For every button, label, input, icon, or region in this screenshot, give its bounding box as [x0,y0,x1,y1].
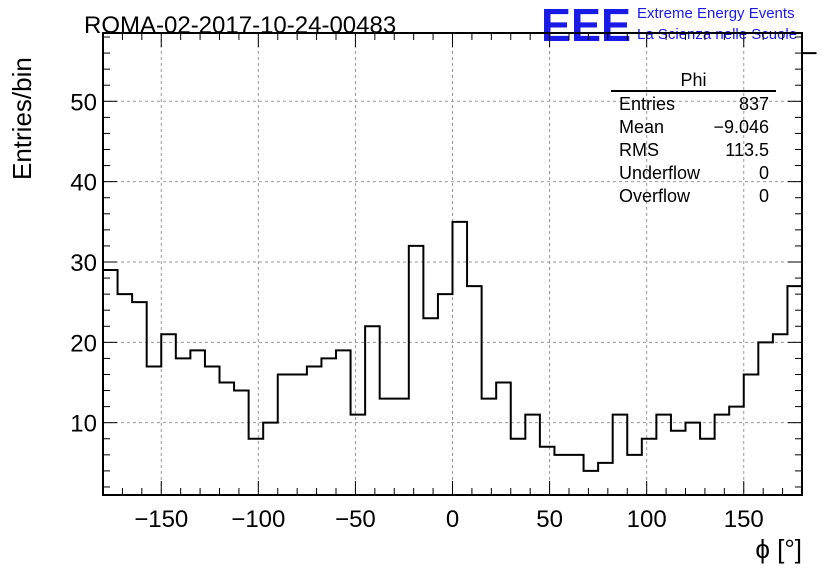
chart-title: ROMA-02-2017-10-24-00483 [84,12,396,39]
histogram-bin [482,399,497,495]
histogram-bin [380,399,395,495]
x-tick-label: 50 [536,506,563,533]
histogram-bin [147,366,162,495]
histogram-bin [394,399,409,495]
y-tick-label: 10 [70,411,97,438]
axes: −150 −100 −50 0 50 100 150 10 20 30 40 50 [70,32,803,533]
histogram-bin [234,391,249,495]
histogram-bin [292,374,307,495]
histogram-bin [351,415,366,495]
histogram-bin [554,455,569,495]
histogram-bin [467,286,482,495]
stats-row-label: Entries [619,94,675,114]
histogram-bin [249,439,264,495]
y-tick-label: 50 [70,89,97,116]
branding-line-2: La Scienza nelle Scuole [637,26,797,43]
histogram-bin [700,439,715,495]
stats-row-value: 837 [739,94,769,114]
histogram-bin [598,463,613,495]
stats-row-label: Mean [619,117,664,137]
histogram-bin [613,415,628,495]
histogram-bin [161,334,176,495]
histogram-bin [642,439,657,495]
histogram-bin [118,294,133,495]
histogram-bin [627,455,642,495]
histogram-bin [715,415,730,495]
histogram-bin [453,222,468,495]
y-tick-label: 40 [70,170,97,197]
eee-logo: EEE [541,0,631,51]
histogram-bin [569,455,584,495]
histogram-bin [744,374,759,495]
histogram-bin [307,366,322,495]
y-tick-label: 30 [70,250,97,277]
histogram-bin [540,447,555,495]
histogram-bin [321,358,336,495]
histogram-bin [496,383,511,495]
histogram-bin [220,383,235,495]
histogram-bin [758,342,773,495]
y-axis-label: Entries/bin [7,57,37,180]
branding-line-1: Extreme Energy Events [637,5,795,22]
histogram-bin [132,302,147,495]
histogram-bin [656,415,671,495]
histogram-bin [365,326,380,495]
histogram-bin [176,358,191,495]
y-tick-label: 20 [70,330,97,357]
histogram-bin [671,431,686,495]
histogram-bin [438,294,453,495]
x-tick-label: 0 [446,506,459,533]
x-tick-label: −50 [335,506,376,533]
x-tick-label: 150 [724,506,764,533]
histogram-bin [525,415,540,495]
stats-row-value: 0 [759,186,769,206]
x-axis-label: ϕ [°] [755,534,802,564]
histogram-bin [773,334,788,495]
stats-row-value: 0 [759,163,769,183]
x-tick-label: 100 [627,506,667,533]
histogram-bin [729,407,744,495]
stats-row-value: −9.046 [713,117,769,137]
histogram-bin [802,53,817,495]
stats-row-label: Overflow [619,186,691,206]
stats-row-label: RMS [619,140,659,160]
histogram-bin [584,471,599,495]
histogram [102,52,817,495]
stats-box-name: Phi [680,70,706,90]
histogram-bin [336,350,351,495]
histogram-bin [686,423,701,495]
x-tick-label: −100 [231,506,285,533]
histogram-outline [102,52,817,495]
histogram-bin [263,423,278,495]
histogram-bin [205,366,220,495]
stats-row-value: 113.5 [725,140,769,160]
histogram-bin [409,246,424,495]
histogram-bin [511,439,526,495]
histogram-bin [423,318,438,495]
histogram-bin [190,350,205,495]
histogram-bin [278,374,293,495]
stats-row-label: Underflow [619,163,701,183]
x-tick-label: −150 [134,506,188,533]
histogram-bin [103,270,118,495]
